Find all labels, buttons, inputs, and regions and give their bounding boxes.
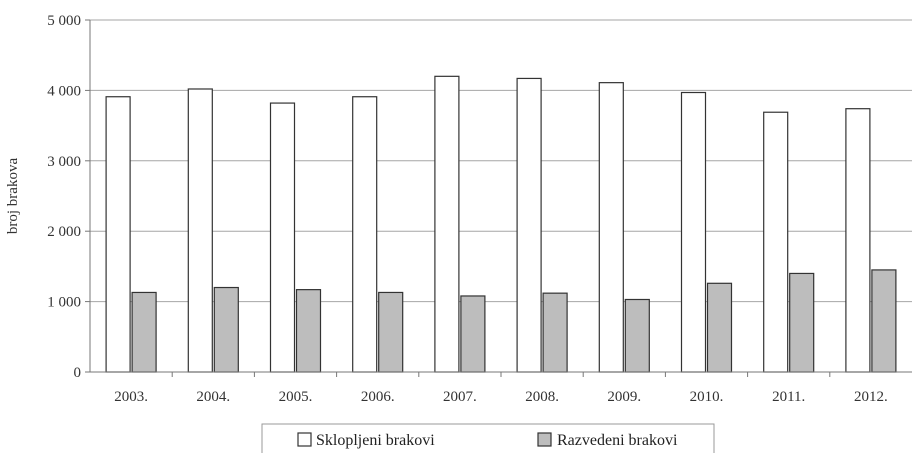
bar-sklopljeni bbox=[434, 75, 460, 373]
y-axis-ticks: 0 1 000 2 000 3 000 4 000 5 000 bbox=[47, 13, 90, 381]
bar-sklopljeni bbox=[680, 91, 707, 373]
y-tick-label: 4 000 bbox=[47, 83, 81, 99]
bar-sklopljeni bbox=[269, 102, 296, 373]
y-axis-title: broj brakova bbox=[5, 158, 21, 235]
x-axis-ticks: 2003. 2004. 2005. 2006. 2007. 2008. 2009. 2010.… bbox=[114, 372, 888, 405]
bar-sklopljeni bbox=[516, 77, 542, 373]
bar-razvedeni bbox=[789, 272, 815, 373]
x-tick-label: 2006. bbox=[361, 389, 395, 405]
bar-sklopljeni bbox=[352, 96, 378, 373]
y-tick-label: 3 000 bbox=[47, 154, 81, 170]
x-tick-label: 2012. bbox=[854, 389, 888, 405]
bar-razvedeni bbox=[460, 295, 486, 373]
x-tick-label: 2010. bbox=[690, 389, 724, 405]
bar-sklopljeni bbox=[763, 111, 789, 373]
bar-razvedeni bbox=[213, 286, 239, 373]
legend-swatch-razvedeni bbox=[537, 432, 552, 447]
x-tick-label: 2007. bbox=[443, 389, 477, 405]
x-tick-label: 2009. bbox=[607, 389, 641, 405]
bar-sklopljeni bbox=[845, 108, 871, 373]
bars bbox=[105, 75, 897, 373]
bar-razvedeni bbox=[131, 291, 157, 373]
x-tick-label: 2011. bbox=[772, 389, 805, 405]
bar-sklopljeni bbox=[187, 88, 213, 373]
bar-sklopljeni bbox=[598, 82, 624, 373]
x-tick-label: 2003. bbox=[114, 389, 148, 405]
y-tick-label: 5 000 bbox=[47, 13, 81, 29]
bar-razvedeni bbox=[624, 298, 650, 373]
bar-sklopljeni bbox=[105, 96, 131, 373]
y-tick-label: 1 000 bbox=[47, 295, 81, 311]
y-tick-label: 2 000 bbox=[47, 224, 81, 240]
bar-razvedeni bbox=[295, 289, 322, 373]
x-tick-label: 2004. bbox=[196, 389, 230, 405]
x-tick-label: 2005. bbox=[279, 389, 313, 405]
bar-razvedeni bbox=[871, 269, 897, 373]
bar-razvedeni bbox=[378, 291, 404, 373]
y-tick-label: 0 bbox=[74, 365, 82, 381]
axes bbox=[89, 20, 912, 373]
legend-label-razvedeni: Razvedeni brakovi bbox=[557, 432, 678, 449]
bar-razvedeni bbox=[542, 292, 568, 373]
legend: Sklopljeni brakovi Razvedeni brakovi bbox=[261, 423, 715, 453]
legend-box bbox=[261, 423, 715, 453]
bar-razvedeni bbox=[706, 282, 733, 373]
legend-swatch-sklopljeni bbox=[297, 432, 312, 447]
gridlines bbox=[90, 19, 912, 303]
legend-label-sklopljeni: Sklopljeni brakovi bbox=[316, 432, 435, 449]
x-tick-label: 2008. bbox=[525, 389, 559, 405]
